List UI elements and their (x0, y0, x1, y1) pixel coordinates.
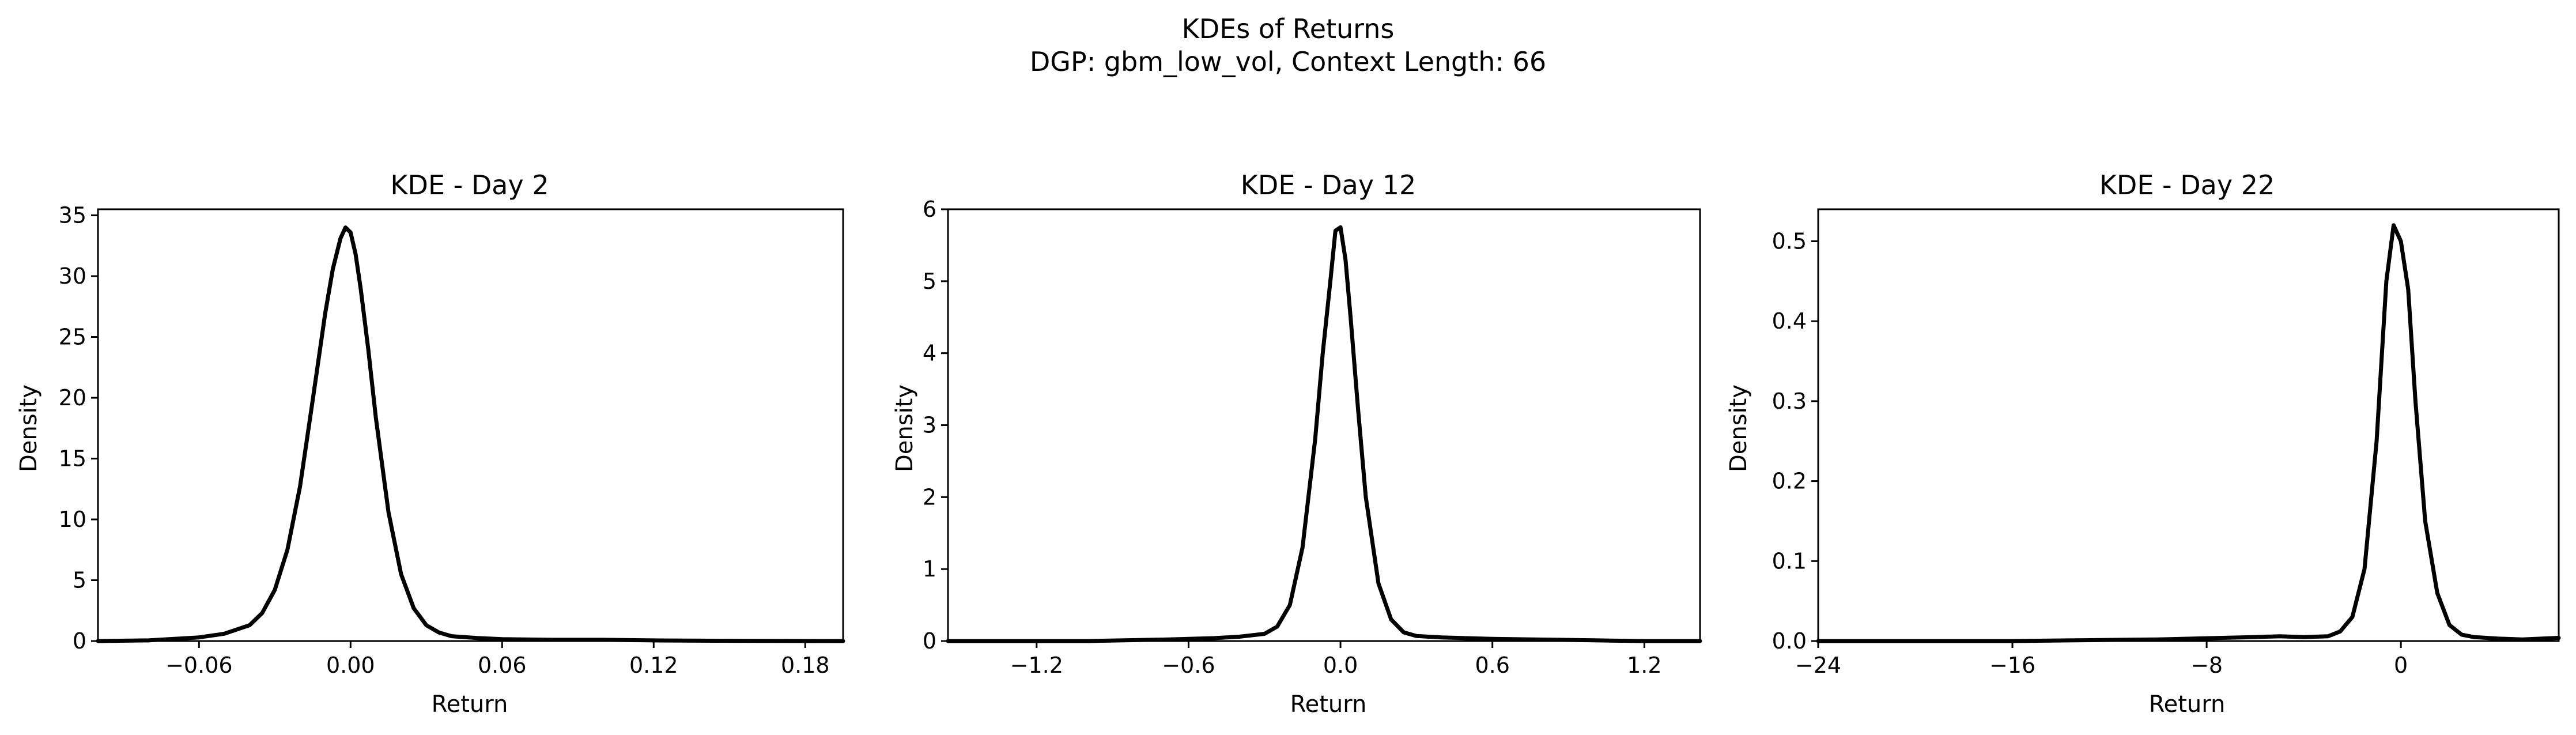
axes-frame (1817, 208, 2560, 642)
axes-frame (97, 208, 844, 642)
y-tick-label: 35 (59, 203, 86, 228)
y-axis-label: Density (892, 385, 918, 472)
y-tick-label: 25 (59, 325, 86, 350)
y-tick-label: 5 (73, 568, 86, 593)
kde-panel-day-22: KDE - Day 22 Return Density −24 −16 −8 0 0.0… (1725, 169, 2561, 718)
y-tick-label: 0.4 (1772, 308, 1807, 334)
y-tick-label: 10 (59, 507, 86, 532)
y-tick-label: 1 (923, 556, 936, 582)
x-tick-label: 0.18 (781, 653, 830, 678)
y-tick-label: 4 (923, 341, 936, 366)
figure-title: KDEs of Returns (1182, 13, 1395, 44)
y-tick-label: 0.3 (1772, 389, 1807, 414)
y-tick-label: 20 (59, 385, 86, 410)
x-tick-label: −0.06 (165, 653, 232, 678)
x-tick-label: 0.06 (478, 653, 527, 678)
x-tick-label: −24 (1795, 653, 1841, 678)
y-axis-label: Density (1725, 385, 1752, 472)
x-tick-label: 0.6 (1475, 653, 1509, 678)
y-axis-label: Density (16, 385, 42, 472)
x-tick-label: 0.00 (326, 653, 375, 678)
kde-curve (946, 225, 1702, 643)
x-tick-label: 0 (2394, 653, 2408, 678)
x-tick-label: 0.0 (1323, 653, 1358, 678)
x-tick-label: −0.6 (1162, 653, 1215, 678)
y-tick-label: 6 (923, 197, 936, 222)
y-tick-label: 0.1 (1772, 548, 1807, 574)
kde-curve (96, 225, 845, 643)
figure-subtitle: DGP: gbm_low_vol, Context Length: 66 (1030, 46, 1546, 77)
y-tick-label: 0.2 (1772, 469, 1807, 494)
y-tick-label: 0 (73, 628, 86, 654)
y-tick-label: 3 (923, 413, 936, 438)
x-tick-label: 0.12 (629, 653, 678, 678)
x-tick-label: 1.2 (1627, 653, 1661, 678)
panel-title: KDE - Day 22 (2099, 169, 2275, 201)
x-tick-label: −8 (2190, 653, 2223, 678)
y-tick-label: 0 (923, 628, 936, 654)
panel-title: KDE - Day 2 (390, 169, 549, 201)
kde-panel-day-12: KDE - Day 12 Return Density −1.2 −0.6 0.0 0… (892, 169, 1702, 718)
y-tick-label: 15 (59, 446, 86, 472)
panel-title: KDE - Day 12 (1241, 169, 1416, 201)
x-tick-label: −16 (1989, 653, 2035, 678)
y-tick-label: 30 (59, 263, 86, 289)
y-tick-label: 5 (923, 269, 936, 294)
y-tick-label: 0.0 (1772, 628, 1807, 654)
x-axis-label: Return (432, 691, 508, 718)
x-axis-label: Return (2149, 691, 2226, 718)
kde-panel-day-2: KDE - Day 2 Return Density −0.06 0.00 0.06… (16, 169, 845, 718)
y-tick-label: 0.5 (1772, 228, 1807, 254)
x-axis-label: Return (1290, 691, 1367, 718)
kde-curve (1816, 223, 2561, 643)
y-tick-label: 2 (923, 484, 936, 510)
x-tick-label: −1.2 (1010, 653, 1063, 678)
